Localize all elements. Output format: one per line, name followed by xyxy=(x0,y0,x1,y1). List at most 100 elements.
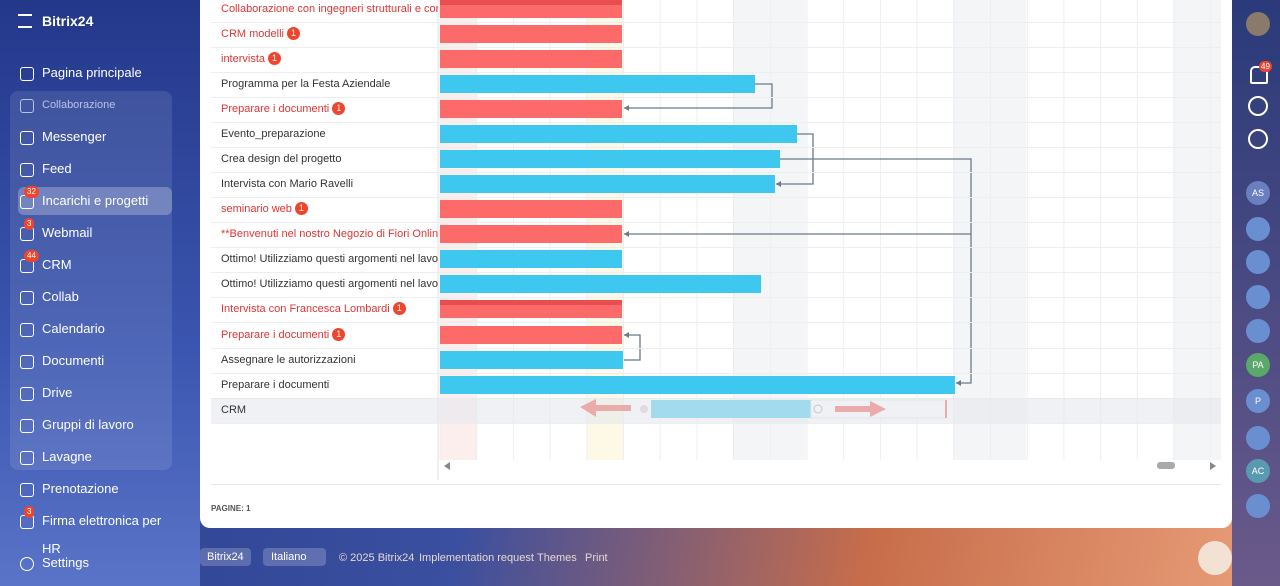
chat-button[interactable] xyxy=(1198,541,1232,575)
task-name[interactable]: Crea design del progetto xyxy=(221,147,438,172)
counter: 1 xyxy=(268,52,282,65)
avatar[interactable] xyxy=(1246,250,1270,274)
task-name[interactable]: Programma per la Festa Aziendale xyxy=(221,72,438,97)
menu-item[interactable]: Pagina principale xyxy=(18,59,172,87)
task-bar xyxy=(440,351,623,369)
avatar[interactable] xyxy=(1246,319,1270,343)
menu-item[interactable]: Collaborazione xyxy=(18,91,172,119)
icon xyxy=(20,131,34,145)
settings[interactable]: Settings xyxy=(18,549,172,577)
task-title: Assegnare le autorizzazioni xyxy=(221,354,356,366)
avatar[interactable]: AC xyxy=(1246,459,1270,483)
task-row: Preparare i documenti 1 xyxy=(211,97,1221,123)
footer-link[interactable]: Print xyxy=(585,552,608,564)
menu-item[interactable]: Collab xyxy=(18,283,172,311)
task-bar xyxy=(440,100,622,118)
logo[interactable]: Bitrix24 xyxy=(42,13,94,29)
task-row: CRM xyxy=(211,398,1221,424)
arrowhead xyxy=(956,380,961,386)
task-name[interactable]: Preparare i documenti 1 xyxy=(221,97,438,122)
task-bar xyxy=(440,25,622,43)
menu-item[interactable]: Drive xyxy=(18,379,172,407)
task-title: Preparare i documenti xyxy=(221,329,330,341)
footer-brand[interactable]: Bitrix24 xyxy=(200,548,251,566)
icon xyxy=(20,483,34,497)
task-name[interactable]: Assegnare le autorizzazioni xyxy=(221,348,438,373)
label: Calendario xyxy=(42,321,105,336)
task-name[interactable]: seminario web 1 xyxy=(221,197,438,222)
task-title: Ottimo! Utilizziamo questi argomenti nel… xyxy=(221,278,438,290)
menu-item[interactable]: Documenti xyxy=(18,347,172,375)
task-name[interactable]: Evento_preparazione xyxy=(221,122,438,147)
task-bar xyxy=(440,200,622,218)
avatar[interactable]: AS xyxy=(1246,181,1270,205)
task-row: seminario web 1 xyxy=(211,197,1221,223)
scroll-right xyxy=(1210,462,1216,470)
label: Collaborazione xyxy=(42,99,116,111)
task-name[interactable]: CRM modelli 1 xyxy=(221,22,438,47)
task-title: intervista xyxy=(221,53,266,65)
avatar[interactable] xyxy=(1246,217,1270,241)
icon[interactable] xyxy=(1248,129,1268,149)
pages: PAGINE: 1 xyxy=(211,504,251,513)
task-title: Crea design del progetto xyxy=(221,153,342,165)
copyright: © 2025 Bitrix24 xyxy=(339,552,415,564)
task-name[interactable]: Preparare i documenti 1 xyxy=(221,323,438,348)
scroll-left xyxy=(444,462,450,470)
menu-icon[interactable] xyxy=(18,14,32,28)
task-name[interactable]: Intervista con Francesca Lombardi 1 xyxy=(221,297,438,322)
avatar[interactable]: PA xyxy=(1246,353,1270,377)
menu-item[interactable]: Incarichi e progetti 32 xyxy=(18,186,172,215)
menu-item[interactable]: Messenger xyxy=(18,123,172,151)
badge: 44 xyxy=(24,250,39,262)
icon xyxy=(20,291,34,305)
task-name[interactable]: Preparare i documenti xyxy=(221,373,438,398)
task-row: Preparare i documenti 1 xyxy=(211,323,1221,349)
counter: 1 xyxy=(392,302,406,315)
avatar[interactable]: P xyxy=(1246,389,1270,413)
avatar[interactable] xyxy=(1246,285,1270,309)
task-name[interactable]: Ottimo! Utilizziamo questi argomenti nel… xyxy=(221,247,438,272)
menu-item[interactable]: Prenotazione xyxy=(18,475,172,503)
label: Firma elettronica per HR xyxy=(42,513,162,556)
task-name[interactable]: **Benvenuti nel nostro Negozio di Fiori … xyxy=(221,222,438,247)
menu-item[interactable]: Firma elettronica per HR 3 xyxy=(18,506,172,556)
task-row: **Benvenuti nel nostro Negozio di Fiori … xyxy=(211,222,1221,248)
task-bar xyxy=(440,326,622,344)
label: Messenger xyxy=(42,129,107,144)
task-name[interactable]: Ottimo! Utilizziamo questi argomenti nel… xyxy=(221,272,438,297)
avatar[interactable] xyxy=(1246,494,1270,518)
scroll-thumb xyxy=(1157,462,1175,469)
task-name[interactable]: intervista 1 xyxy=(221,47,438,72)
menu-item[interactable]: CRM 44 xyxy=(18,250,172,279)
menu-item[interactable]: Webmail 3 xyxy=(18,218,172,247)
icon[interactable] xyxy=(1248,96,1268,116)
menu-item[interactable]: Feed xyxy=(18,155,172,183)
avatar[interactable] xyxy=(1246,426,1270,450)
language[interactable]: Italiano xyxy=(263,548,327,566)
task-row: Collaborazione con ingegneri strutturali… xyxy=(211,0,1221,23)
user-avatar[interactable] xyxy=(1246,12,1270,36)
task-title: Ottimo! Utilizziamo questi argomenti nel… xyxy=(221,253,438,265)
menu-item[interactable]: Gruppi di lavoro xyxy=(18,411,172,439)
footer-link[interactable]: Implementation request xyxy=(419,552,534,564)
footer-link[interactable]: Themes xyxy=(537,552,577,564)
counter: 1 xyxy=(332,102,346,115)
task-row: Intervista con Francesca Lombardi 1 xyxy=(211,297,1221,323)
tasks-panel: Collaborazione con ingegneri strutturali… xyxy=(200,0,1232,528)
icon xyxy=(20,355,34,369)
task-row: intervista 1 xyxy=(211,47,1221,73)
task-title: Intervista con Francesca Lombardi xyxy=(221,303,390,315)
menu-item[interactable]: Calendario xyxy=(18,315,172,343)
task-name[interactable]: Collaborazione con ingegneri strutturali… xyxy=(221,0,438,22)
badge: 3 xyxy=(24,218,35,230)
task-bar xyxy=(440,250,622,268)
task-name[interactable]: CRM xyxy=(221,398,438,423)
weekend xyxy=(1173,0,1221,460)
task-title: Preparare i documenti xyxy=(221,379,330,391)
task-name[interactable]: Intervista con Mario Ravelli xyxy=(221,172,438,197)
menu-item[interactable]: Lavagne xyxy=(18,443,172,471)
label: Prenotazione xyxy=(42,481,119,496)
task-title: Intervista con Mario Ravelli xyxy=(221,178,354,190)
group-box xyxy=(10,91,172,470)
